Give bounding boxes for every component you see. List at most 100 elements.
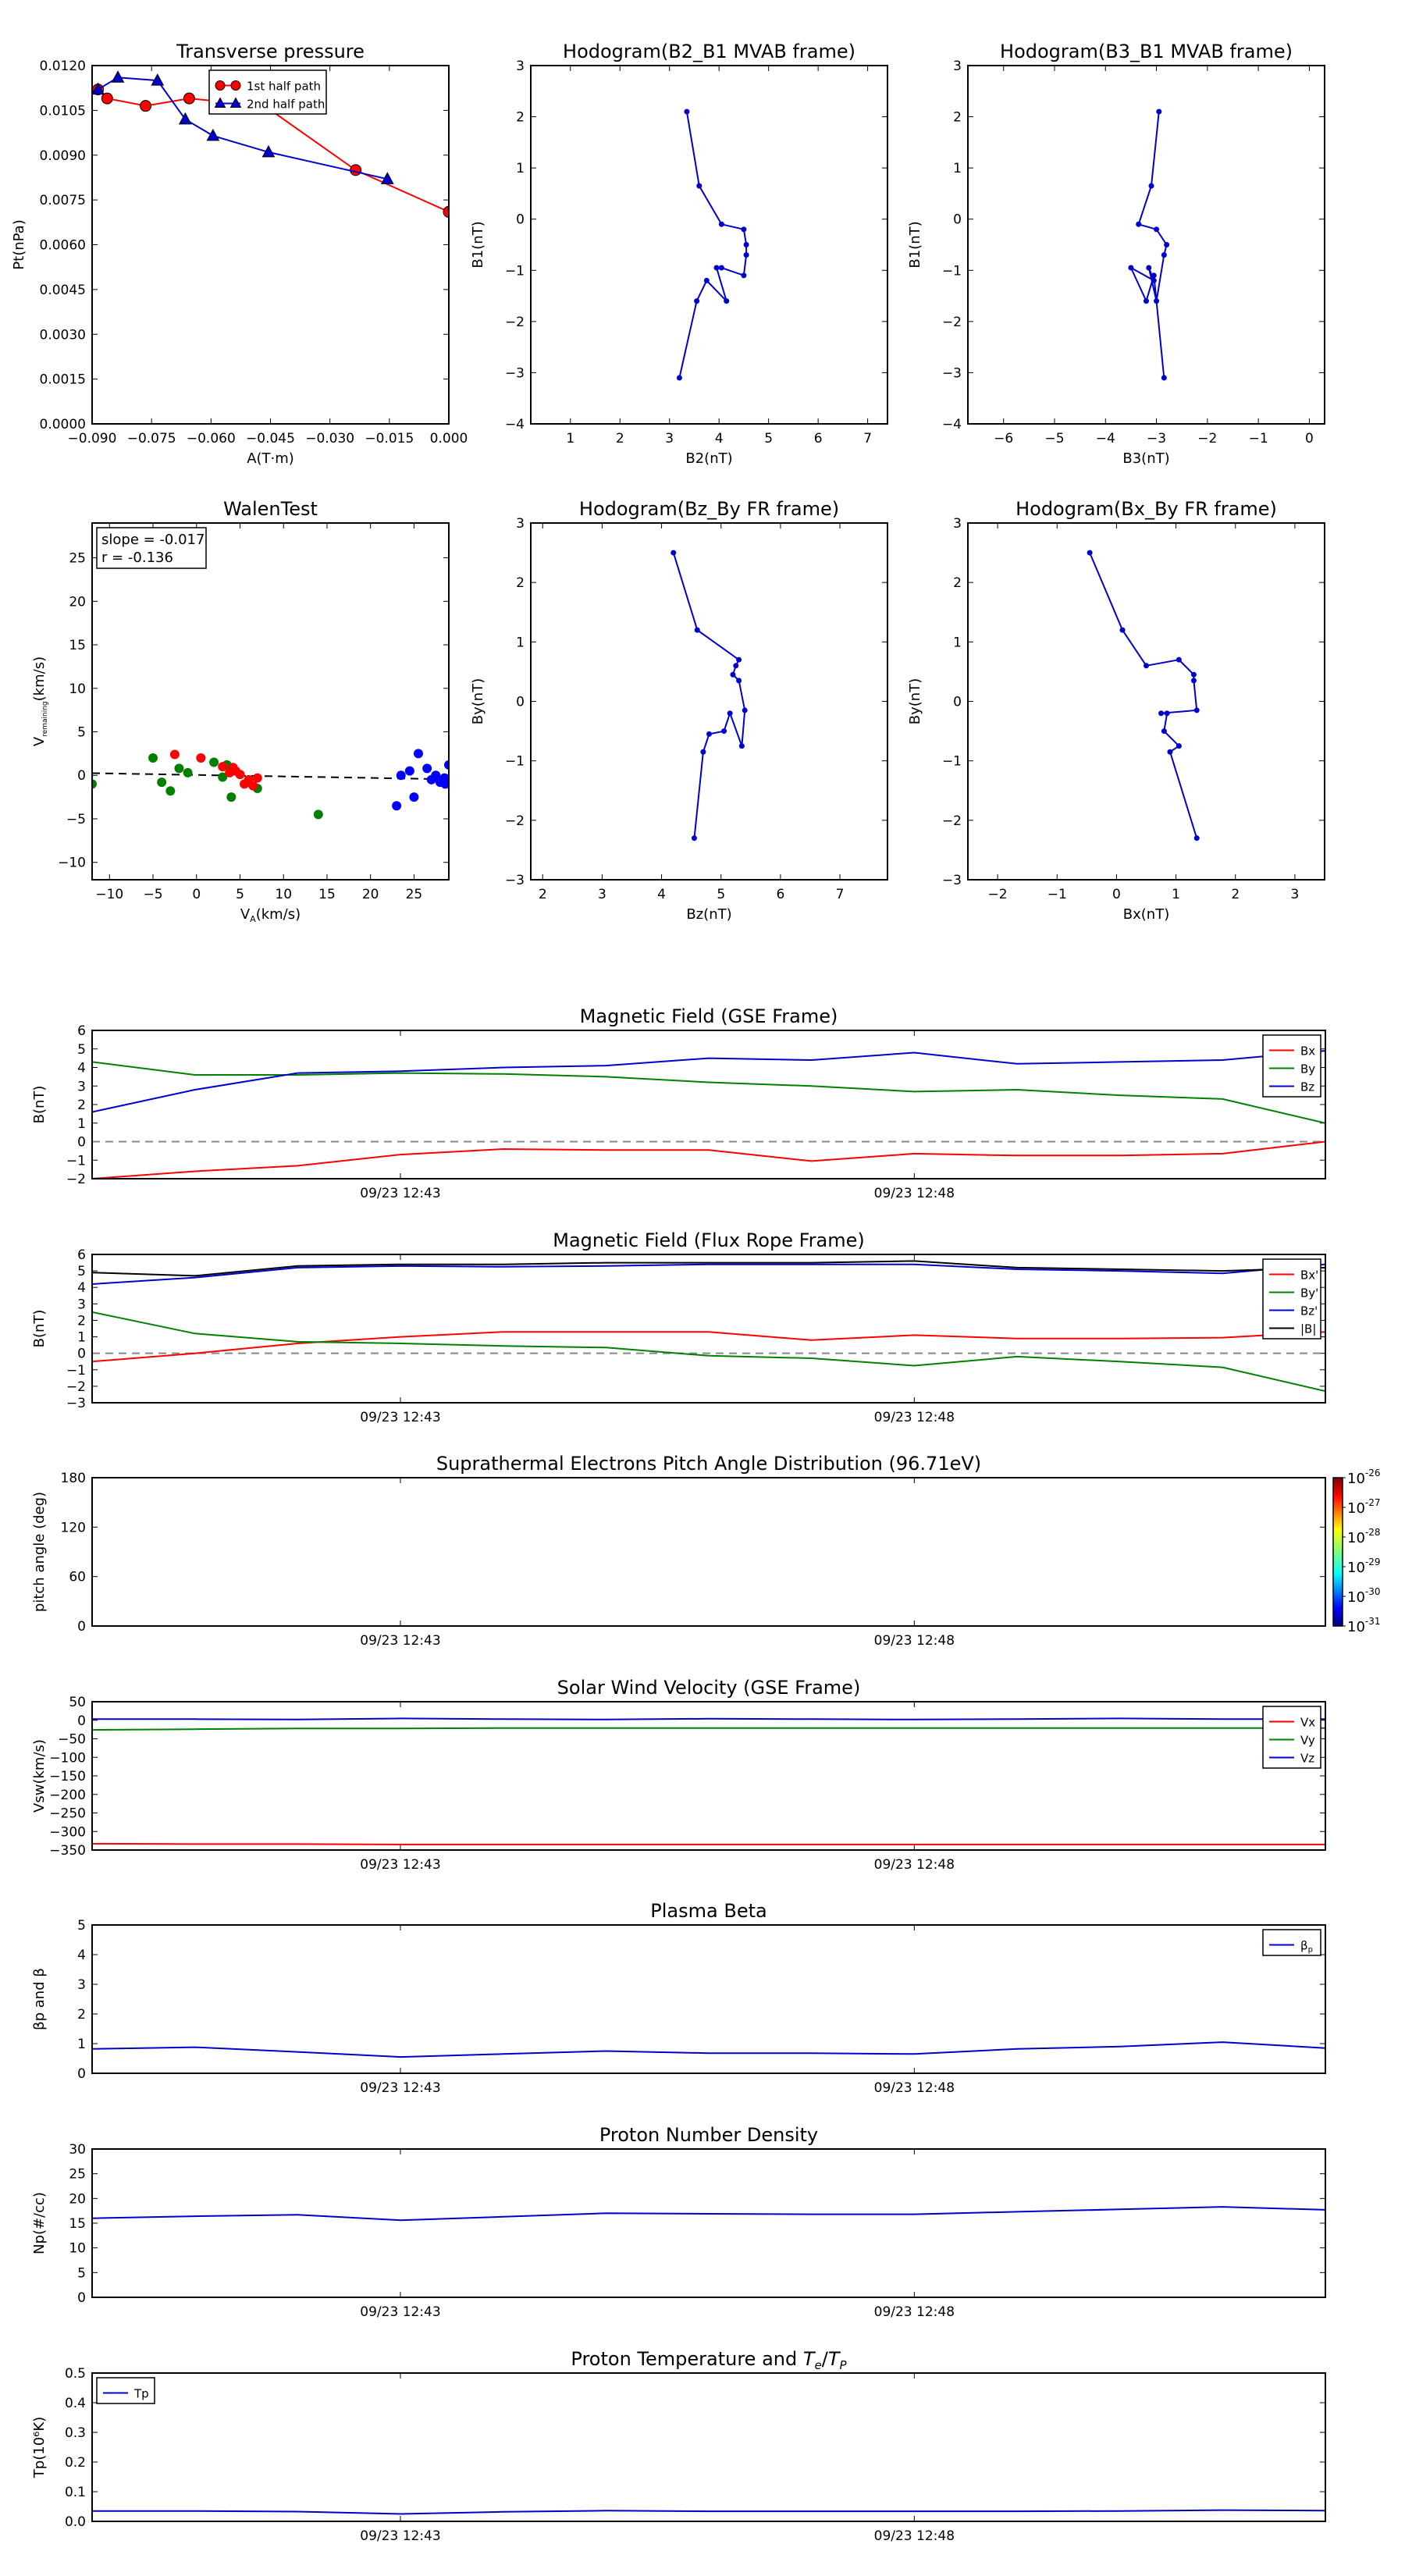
chart-title: Proton Number Density xyxy=(599,2124,818,2146)
colorbar-tick-label: 10-28 xyxy=(1347,1527,1381,1546)
legend-label: Bx xyxy=(1300,1044,1315,1059)
data-point xyxy=(1176,743,1182,749)
data-point xyxy=(183,92,195,105)
legend-label: Bx' xyxy=(1300,1268,1318,1283)
plot-area xyxy=(92,2041,1325,2058)
legend-label: 2nd half path xyxy=(247,98,325,112)
y-tick-label: 2 xyxy=(516,110,525,126)
colorbar-tick-label: 10-27 xyxy=(1347,1497,1381,1517)
data-point xyxy=(718,221,724,227)
data-point xyxy=(1156,109,1162,115)
plot-area xyxy=(92,2206,1325,2222)
legend: Bx' By' Bz' |B| xyxy=(1262,1258,1321,1340)
y-tick-label: 0.0000 xyxy=(40,417,86,432)
panel-beta: Plasma Beta 09/23 12:43 09/23 12:48 0 1 2 3 4 5 β… xyxy=(31,1900,1326,2096)
legend-label: Vz xyxy=(1300,1752,1314,1766)
y-axis-label: B(nT) xyxy=(31,1086,48,1124)
data-point xyxy=(670,550,677,556)
panel-mf_fr: Magnetic Field (Flux Rope Frame) 09/23 12… xyxy=(31,1229,1326,1425)
y-tick-label: −2 xyxy=(942,813,962,829)
plot-area xyxy=(1128,109,1170,381)
y-tick-label: −1 xyxy=(505,754,525,770)
x-axis-label: A(T·m) xyxy=(247,450,294,467)
x-tick-label: −2 xyxy=(1197,431,1217,447)
x-tick-label: 09/23 12:43 xyxy=(360,2080,440,2096)
y-axis-label: Tp(10⁶K) xyxy=(31,2417,48,2478)
y-tick-label: 0 xyxy=(953,695,962,710)
panel-tp2: Proton Temperature and Te/TP 09/23 12:43 0… xyxy=(31,2348,1326,2544)
y-tick-label: 5 xyxy=(77,1918,86,1934)
colorbar-tick-label: 10-30 xyxy=(1347,1586,1381,1606)
y-tick-label: 0 xyxy=(77,1135,86,1151)
y-tick-label: 120 xyxy=(61,1520,86,1535)
y-tick-label: −2 xyxy=(505,315,525,330)
y-tick-label: −350 xyxy=(49,1843,86,1859)
y-tick-label: 0 xyxy=(77,1347,86,1362)
series-bx--line xyxy=(92,1331,1325,1363)
chart-title: Plasma Beta xyxy=(650,1900,767,1922)
data-point xyxy=(178,112,192,125)
data-point xyxy=(1087,550,1093,556)
y-axis-label: By(nT) xyxy=(907,678,923,724)
legend-marker xyxy=(215,80,226,91)
x-tick-label: −5 xyxy=(1044,431,1064,447)
data-point xyxy=(1128,265,1134,271)
data-point xyxy=(392,801,402,811)
chart-title: Proton Temperature and Te/TP xyxy=(571,2348,847,2372)
series-0-line xyxy=(92,2206,1325,2222)
y-tick-label: 4 xyxy=(77,1061,86,1076)
chart-title: Hodogram(Bz_By FR frame) xyxy=(579,498,839,520)
series--b--line xyxy=(92,1260,1325,1277)
x-tick-label: −6 xyxy=(994,431,1013,447)
data-point xyxy=(1136,221,1142,227)
y-tick-label: −2 xyxy=(505,813,525,829)
x-tick-label: 3 xyxy=(1291,887,1300,902)
axes-frame xyxy=(967,522,1325,881)
y-tick-label: 3 xyxy=(77,1079,86,1094)
x-tick-label: −3 xyxy=(1147,431,1166,447)
legend-box xyxy=(96,2377,155,2404)
chart-title: Solar Wind Velocity (GSE Frame) xyxy=(557,1677,861,1699)
legend: βp xyxy=(1262,1929,1321,1956)
plot-area xyxy=(1087,550,1200,841)
y-tick-label: 5 xyxy=(77,1264,86,1279)
legend-box xyxy=(1262,1929,1321,1956)
data-point xyxy=(694,627,700,633)
x-tick-label: 5 xyxy=(717,887,725,902)
y-tick-label: 180 xyxy=(61,1471,86,1486)
data-point xyxy=(706,731,712,737)
x-tick-label: 09/23 12:48 xyxy=(874,2528,955,2544)
y-tick-label: 0 xyxy=(77,1713,86,1729)
y-tick-label: 0 xyxy=(77,768,86,784)
y-axis-label: βp and β xyxy=(31,1968,48,2030)
data-point xyxy=(1144,663,1149,669)
x-tick-label: 09/23 12:43 xyxy=(360,2304,440,2320)
legend: 1st half path 2nd half path xyxy=(208,69,327,115)
y-tick-label: −4 xyxy=(942,417,962,432)
data-point xyxy=(111,70,125,83)
y-tick-label: 2 xyxy=(953,110,962,126)
y-tick-label: 3 xyxy=(516,516,525,532)
legend: Bx By Bz xyxy=(1262,1034,1321,1098)
data-point xyxy=(101,92,113,105)
data-point xyxy=(1144,298,1149,304)
axes-frame xyxy=(530,522,888,881)
data-point xyxy=(1167,749,1173,755)
y-tick-label: −10 xyxy=(58,856,86,871)
panel-h1: Hodogram(B2_B1 MVAB frame) 1 2 3 4 5 6 7 −4 −3 −2 −… xyxy=(470,41,888,467)
y-tick-label: 0.4 xyxy=(65,2396,86,2411)
x-tick-label: 7 xyxy=(836,887,845,902)
data-point xyxy=(404,766,414,776)
x-tick-label: 5 xyxy=(764,431,773,447)
series-vy-line xyxy=(92,1727,1325,1731)
x-axis-label: Bx(nT) xyxy=(1123,906,1169,923)
y-tick-label: 0.2 xyxy=(65,2455,86,2471)
y-tick-label: 0.0120 xyxy=(40,59,86,74)
legend-label: Tp xyxy=(133,2387,149,2401)
y-axis-label: Pt(nPa) xyxy=(11,219,27,269)
colorbar-tick-label: 10-29 xyxy=(1347,1557,1381,1576)
x-tick-label: 09/23 12:43 xyxy=(360,1186,440,1201)
y-tick-label: 20 xyxy=(69,2191,86,2207)
panel-walen: WalenTest −10 −5 0 5 10 15 20 25 −10 −5 0 5 10 15 20 25 V… xyxy=(31,498,450,924)
x-tick-label: 1 xyxy=(566,431,574,447)
